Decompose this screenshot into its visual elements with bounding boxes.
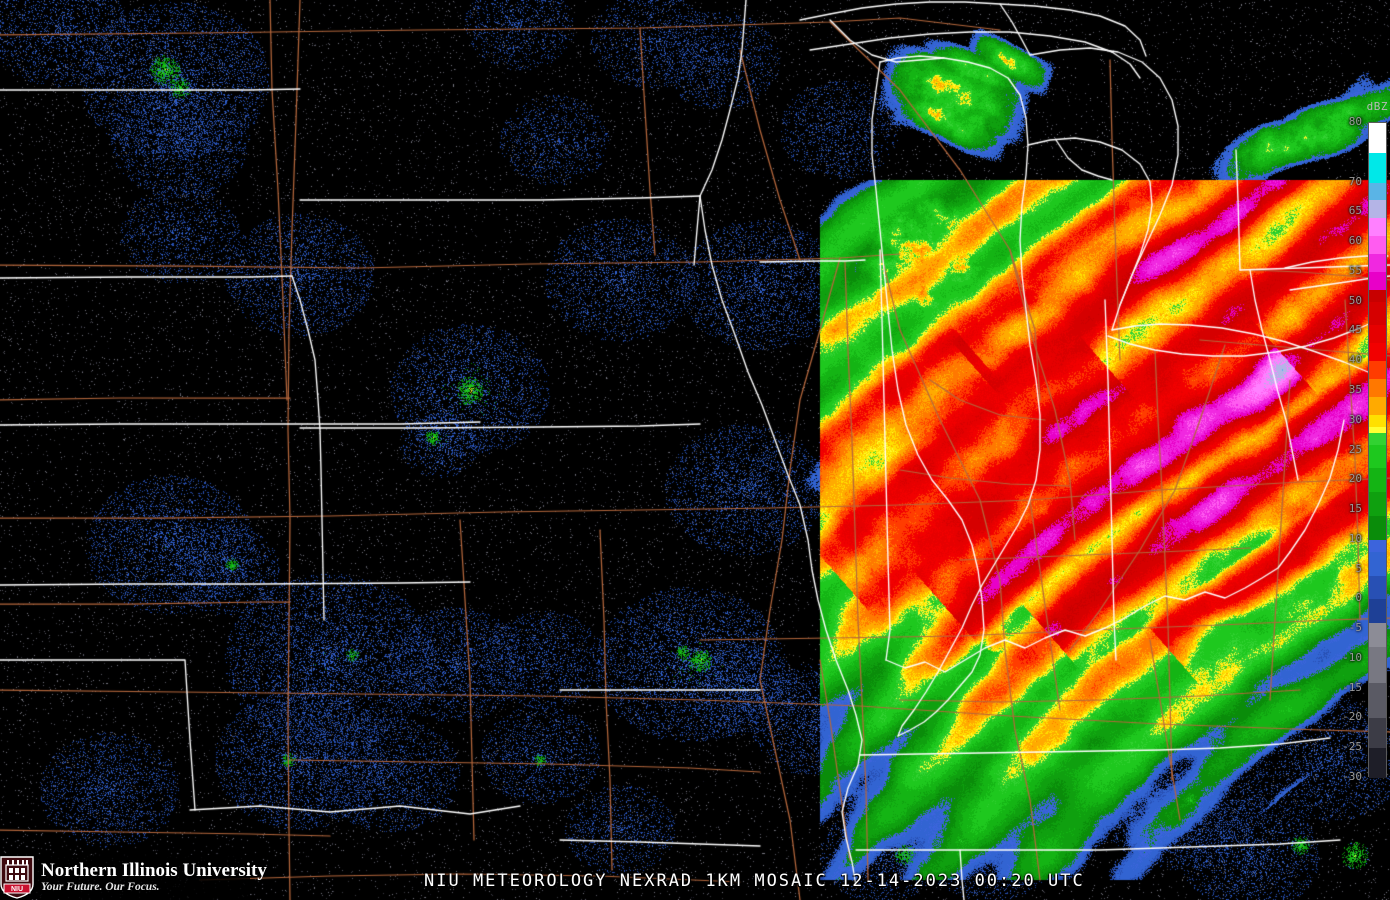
reflectivity-colorbar: dBZ 80 70 65 60 55 50 45 40 35 30 25 20 15 10 5 0 -5 -10-…	[1342, 100, 1390, 790]
colorbar-tick: 70	[1348, 174, 1362, 188]
colorbar-tick: 65	[1348, 204, 1362, 218]
colorbar-tick-labels: 80 70 65 60 55 50 45 40 35 30 25 20 15 10 5 0 -5 -10 -15 -2…	[1330, 115, 1364, 783]
colorbar-segment	[1369, 468, 1386, 493]
university-name: Northern Illinois University	[41, 859, 267, 881]
colorbar-tick: 25	[1348, 442, 1362, 456]
colorbar-segment	[1369, 152, 1386, 183]
colorbar-tick: 5	[1355, 561, 1362, 575]
colorbar-tick: -15	[1342, 680, 1362, 694]
colorbar-segment	[1369, 647, 1386, 683]
colorbar-tick: -10	[1342, 650, 1362, 664]
colorbar-segment	[1369, 301, 1386, 326]
colorbar-segment	[1369, 289, 1386, 302]
colorbar-segment	[1369, 492, 1386, 516]
colorbar-segment	[1369, 718, 1386, 749]
colorbar-tick: -30	[1342, 770, 1362, 783]
colorbar-segment	[1369, 182, 1386, 201]
colorbar-segment	[1369, 551, 1386, 576]
colorbar-tick: 80	[1348, 115, 1362, 128]
colorbar-segment	[1369, 599, 1386, 624]
colorbar-tick: 55	[1348, 263, 1362, 277]
colorbar-segment	[1369, 426, 1386, 433]
colorbar-segment	[1369, 682, 1386, 719]
colorbar-segment	[1369, 236, 1386, 254]
colorbar-tick: 20	[1348, 472, 1362, 486]
colorbar-tick: 30	[1348, 412, 1362, 426]
colorbar-segment	[1369, 539, 1386, 552]
colorbar-units-label: dBZ	[1366, 100, 1388, 113]
colorbar-segment	[1369, 623, 1386, 647]
colorbar-tick: 45	[1348, 323, 1362, 337]
niu-wordmark: Northern Illinois University Your Future…	[41, 861, 267, 894]
colorbar-segment	[1369, 361, 1386, 380]
colorbar-segment	[1369, 444, 1386, 469]
colorbar-segment	[1369, 271, 1386, 290]
colorbar-gradient-strip	[1368, 122, 1387, 778]
colorbar-segment	[1369, 396, 1386, 415]
colorbar-segment	[1369, 748, 1386, 778]
university-tagline: Your Future. Our Focus.	[41, 880, 160, 893]
colorbar-segment	[1369, 218, 1386, 237]
niu-logo: NIU Northern Illinois University Your Fu…	[0, 855, 267, 899]
colorbar-segment	[1369, 379, 1386, 397]
colorbar-segment	[1369, 123, 1386, 153]
colorbar-tick: 60	[1348, 234, 1362, 248]
colorbar-tick: 40	[1348, 353, 1362, 367]
colorbar-tick: -5	[1348, 621, 1362, 635]
colorbar-segment	[1369, 325, 1386, 344]
colorbar-segment	[1369, 343, 1386, 362]
niu-shield-icon: NIU	[0, 855, 34, 899]
colorbar-segment	[1369, 575, 1386, 600]
colorbar-tick: -25	[1342, 740, 1362, 754]
colorbar-segment	[1369, 432, 1386, 445]
colorbar-segment	[1369, 200, 1386, 219]
colorbar-tick: -20	[1342, 710, 1362, 724]
colorbar-segment	[1369, 254, 1386, 272]
colorbar-tick: 15	[1348, 502, 1362, 516]
colorbar-tick: 0	[1355, 591, 1362, 605]
niu-shield-text: NIU	[11, 886, 23, 893]
colorbar-segment	[1369, 414, 1386, 427]
colorbar-tick: 35	[1348, 382, 1362, 396]
colorbar-segment	[1369, 516, 1386, 540]
colorbar-tick: 50	[1348, 293, 1362, 307]
colorbar-tick: 10	[1348, 531, 1362, 545]
